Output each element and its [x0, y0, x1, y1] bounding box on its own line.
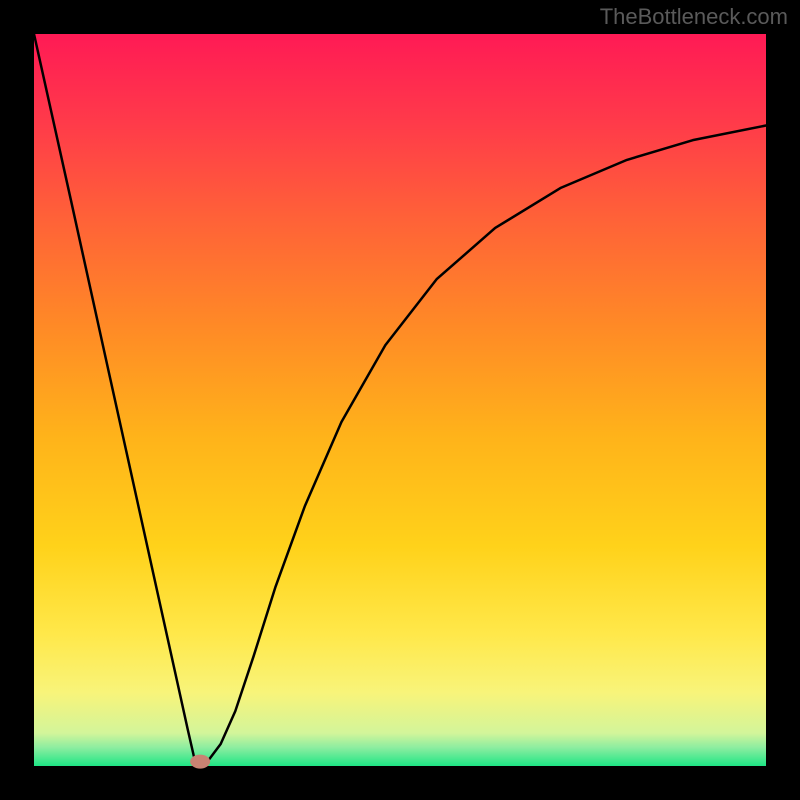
- bottleneck-chart: [0, 0, 800, 800]
- plot-background-gradient: [34, 34, 766, 766]
- frame-border-right: [766, 0, 800, 800]
- chart-container: TheBottleneck.com: [0, 0, 800, 800]
- optimum-marker: [190, 755, 210, 769]
- attribution-text: TheBottleneck.com: [600, 4, 788, 30]
- frame-border-bottom: [0, 766, 800, 800]
- frame-border-left: [0, 0, 34, 800]
